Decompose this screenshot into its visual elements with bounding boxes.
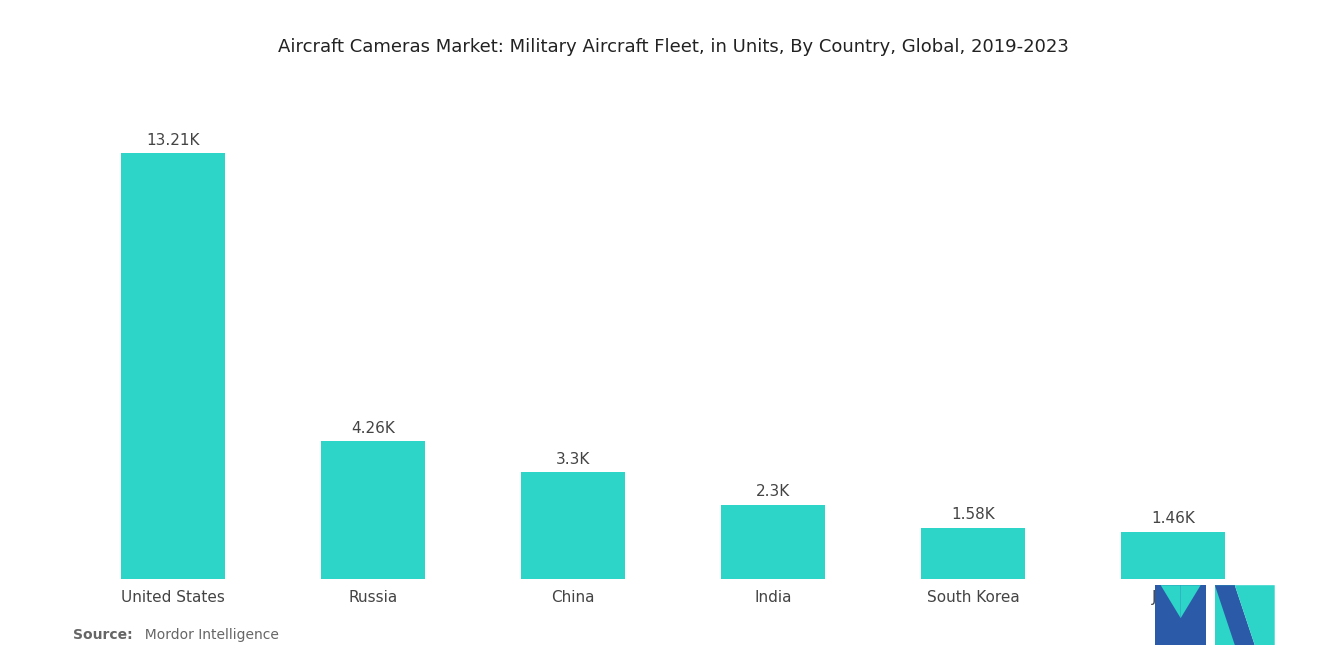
Text: 3.3K: 3.3K	[556, 452, 590, 467]
Bar	[121, 154, 226, 579]
Bar	[521, 472, 626, 579]
Polygon shape	[1234, 585, 1275, 645]
Bar	[1121, 531, 1225, 579]
Bar	[321, 442, 425, 579]
Text: Mordor Intelligence: Mordor Intelligence	[136, 628, 279, 642]
Text: 13.21K: 13.21K	[147, 133, 199, 148]
Bar	[921, 528, 1026, 579]
Text: 2.3K: 2.3K	[756, 483, 791, 499]
Text: Source:: Source:	[73, 628, 132, 642]
Title: Aircraft Cameras Market: Military Aircraft Fleet, in Units, By Country, Global, : Aircraft Cameras Market: Military Aircra…	[277, 38, 1069, 56]
Polygon shape	[1160, 585, 1180, 618]
Bar	[721, 505, 825, 579]
Polygon shape	[1155, 585, 1180, 645]
Polygon shape	[1180, 585, 1206, 645]
Text: 1.58K: 1.58K	[952, 507, 995, 522]
Polygon shape	[1214, 585, 1255, 645]
Text: 1.46K: 1.46K	[1151, 511, 1195, 526]
Polygon shape	[1214, 585, 1234, 645]
Text: 4.26K: 4.26K	[351, 421, 395, 436]
Polygon shape	[1180, 585, 1201, 618]
